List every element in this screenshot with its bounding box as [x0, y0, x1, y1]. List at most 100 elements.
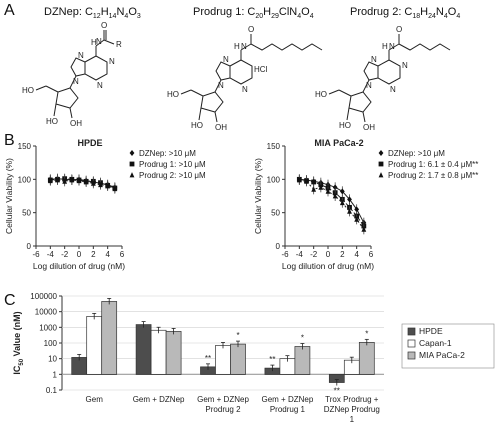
hpde-series-line-2	[50, 179, 115, 190]
hpde-xtick-label: 2	[91, 250, 96, 259]
prodrug2-ho2-label: HO	[339, 121, 351, 130]
prodrug1-ho-label: HO	[167, 90, 179, 99]
hpde-series-line-1	[50, 178, 115, 189]
ic50-legend-box	[401, 323, 495, 369]
dznep-oh-label: OH	[70, 119, 82, 128]
mia-point	[311, 186, 317, 192]
dznep-ring-n4: N	[73, 77, 79, 86]
mia-xtick-label: 0	[326, 250, 331, 259]
hpde-point	[98, 181, 103, 188]
mia-legend-marker-2	[378, 172, 384, 178]
chemical-structures: H N O R N N N N HO HO OH H N O HCl N N N…	[22, 21, 451, 130]
prodrug2-n-label: N	[389, 42, 395, 51]
mia-ytick-label: 50	[271, 209, 280, 218]
hpde-point	[105, 183, 111, 189]
ic50-category-label: DZNep Prodrug	[324, 405, 380, 414]
mia-point	[347, 208, 352, 214]
ic50-category-label: Prodrug 1	[270, 405, 306, 414]
ic50-bar-mia-paca-2	[230, 343, 246, 375]
mia-xtick-label: 4	[354, 250, 359, 259]
ic50-bar-mia-paca-2	[358, 342, 375, 375]
dznep-structure	[35, 30, 115, 119]
dznep-ho2-label: HO	[46, 117, 58, 126]
hpde-ytick-label: 100	[18, 175, 32, 184]
ic50-category-label: Trox Prodrug +	[325, 395, 379, 404]
hpde-xtick-label: -4	[47, 250, 55, 259]
hpde-xtick-label: 4	[105, 250, 110, 259]
mia-legend-marker-1	[378, 161, 384, 167]
mia-point	[339, 188, 345, 195]
prodrug1-n-label: N	[241, 42, 247, 51]
dznep-ring-n1: N	[97, 81, 103, 90]
prodrug2-structure	[328, 34, 451, 123]
mia-xtick-label: -6	[281, 250, 289, 259]
hpde-legend-marker-1	[129, 161, 135, 167]
hpde-point	[47, 177, 53, 184]
ic50-bar-capan-1	[215, 345, 231, 375]
prodrug1-o-label: O	[248, 25, 254, 34]
ic50-legend-swatch-2	[407, 351, 416, 360]
ic50-bar-capan-1	[150, 329, 167, 375]
ic50-significance-mark: *	[365, 329, 368, 338]
mia-point	[354, 206, 360, 213]
prodrug1-formula: Prodrug 1: C20H29ClN4O4	[193, 6, 314, 21]
prodrug2-ring-n3: N	[371, 55, 377, 64]
prodrug1-structure	[180, 34, 323, 123]
prodrug2-ho-label: HO	[315, 90, 327, 99]
mia-legend-label-0: DZNep: >10 μM	[388, 149, 445, 158]
mia-point	[325, 188, 331, 194]
ic50-ytick-label: 10000	[35, 308, 58, 317]
hpde-point	[69, 177, 75, 183]
ic50-legend-swatch-1	[407, 339, 416, 348]
ic50-category-label: 1	[350, 415, 355, 424]
hpde-xtick-label: 6	[120, 250, 125, 259]
prodrug2-ring-n4: N	[366, 81, 372, 90]
hpde-legend-marker-2	[129, 172, 135, 178]
hpde-xtick-label: -2	[61, 250, 69, 259]
prodrug1-ring-n3: N	[218, 81, 224, 90]
mia-series-line-0	[299, 178, 365, 223]
ic50-ytick-label: 1000	[39, 323, 57, 332]
hpde-point	[62, 178, 68, 184]
mia-point	[304, 178, 309, 184]
mia-title: MIA PaCa-2	[314, 138, 363, 148]
ic50-ytick-label: 10	[48, 355, 57, 364]
hpde-point	[112, 185, 118, 192]
hpde-legend-marker-0	[129, 150, 135, 156]
ic50-bar-capan-1	[86, 316, 103, 375]
mia-y-axis-label: Cellular Viability (%)	[253, 158, 263, 234]
prodrug1-ring-n1: N	[242, 85, 248, 94]
ic50-legend-swatch-0	[407, 327, 416, 336]
prodrug2-o-label: O	[396, 25, 402, 34]
hpde-ytick-label: 50	[22, 209, 31, 218]
hpde-point	[76, 177, 82, 184]
hpde-point	[90, 180, 96, 186]
dznep-ho-label: HO	[22, 86, 34, 95]
ic50-bar-mia-paca-2	[101, 301, 118, 375]
ic50-category-label: Gem	[86, 395, 104, 404]
hpde-x-axis-label: Log dilution of drug (nM)	[33, 261, 125, 271]
prodrug1-hcl-label: HCl	[254, 65, 268, 74]
mia-point	[311, 179, 317, 185]
mia-legend-label-1: Prodrug 1: 6.1 ± 0.4 μM**	[388, 160, 478, 169]
ic50-category-label: Gem + DZNep	[133, 395, 185, 404]
hpde-y-axis-label: Cellular Viability (%)	[4, 158, 14, 234]
hpde-legend-label-0: DZNep: >10 μM	[139, 149, 196, 158]
dznep-formula: DZNep: C12H14N4O3	[44, 6, 141, 21]
mia-series-line-2	[299, 179, 365, 230]
hpde-xtick-label: 0	[77, 250, 82, 259]
mia-point	[332, 193, 338, 199]
ic50-bar-hpde	[135, 324, 152, 375]
hpde-title: HPDE	[77, 138, 102, 148]
panel-label-c: C	[4, 292, 16, 309]
prodrug2-ring-n1: N	[390, 85, 396, 94]
ic50-bar-mia-paca-2	[165, 331, 182, 375]
mia-ytick-label: 0	[276, 242, 281, 251]
ic50-ytick-label: 100	[44, 339, 58, 348]
ic50-ytick-label: 100000	[30, 292, 57, 301]
ic50-significance-mark: **	[205, 354, 211, 363]
ic50-ytick-label: 1	[53, 370, 58, 379]
ic50-category-label: Prodrug 2	[205, 405, 241, 414]
prodrug2-formula: Prodrug 2: C18H24N4O4	[350, 6, 461, 21]
